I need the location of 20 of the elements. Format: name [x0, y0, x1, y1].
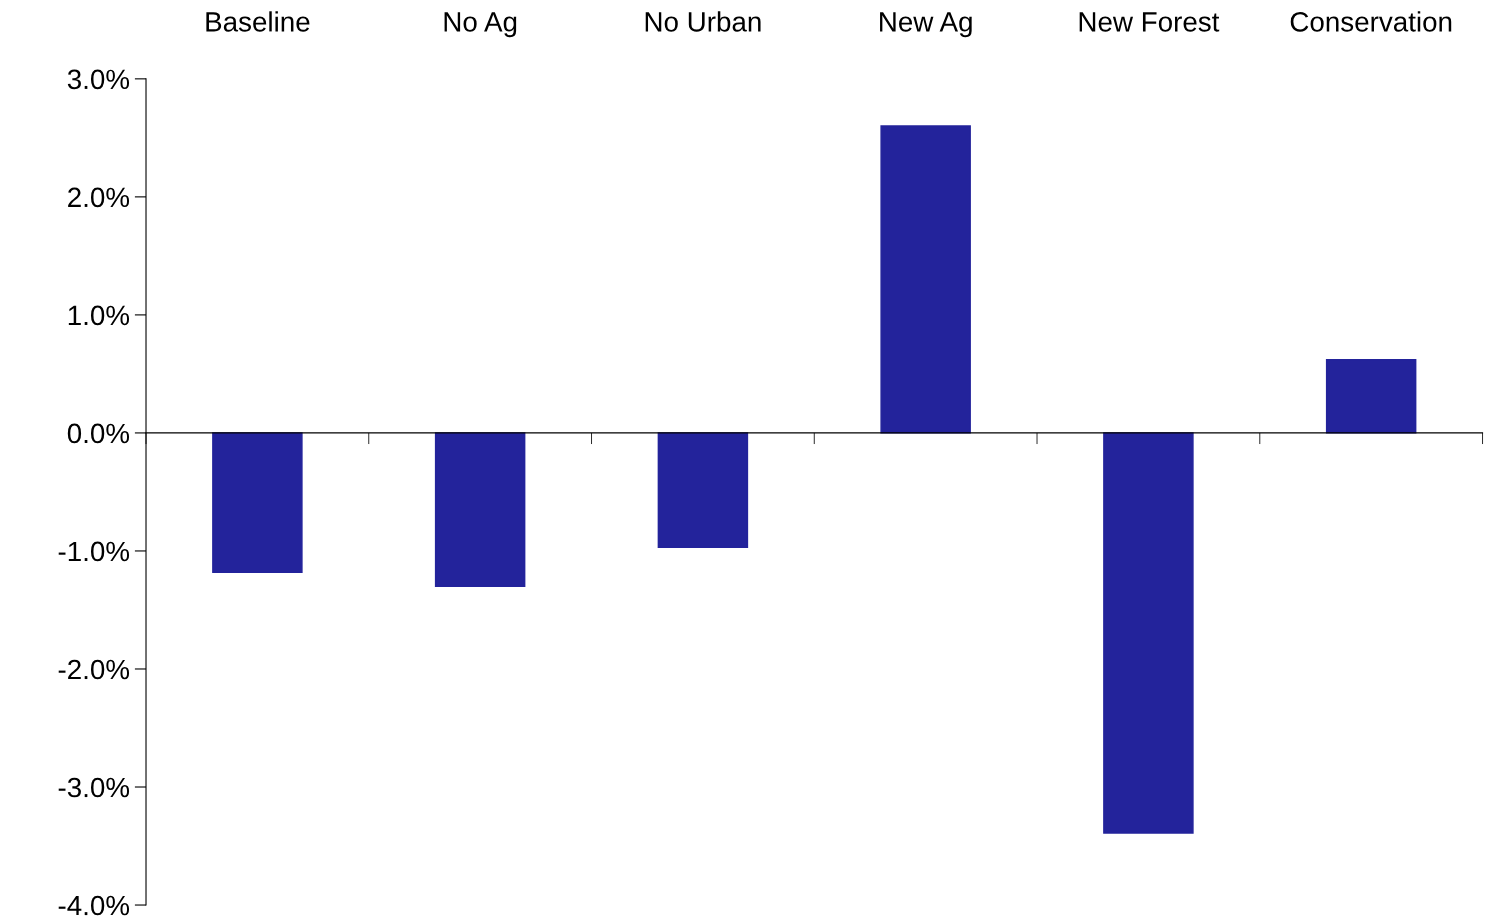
bar: [1103, 432, 1194, 834]
x-tick-label: Conservation: [1290, 11, 1452, 32]
x-tick-label: New Ag: [880, 12, 972, 38]
y-tick-label: 1.0%: [68, 305, 130, 326]
x-tick-label: New Forest: [1079, 12, 1220, 32]
bar: [212, 432, 303, 573]
y-tick-label: -1.0%: [58, 541, 130, 562]
y-tick-label: 3.0%: [67, 69, 130, 90]
bar: [657, 432, 749, 549]
x-tick-label: No Urban: [645, 11, 761, 32]
y-tick-label: -3.0%: [58, 777, 130, 798]
bar: [880, 125, 971, 434]
y-tick-label: -2.0%: [58, 659, 130, 680]
y-tick-label: 0.0%: [67, 423, 130, 444]
y-tick-label: 2.0%: [68, 187, 130, 208]
x-tick-label: Baseline: [206, 11, 310, 32]
x-tick-label: No Ag: [444, 12, 517, 38]
bar: [434, 432, 526, 588]
y-tick-label: -4.0%: [58, 895, 130, 916]
bar: [1325, 359, 1417, 434]
